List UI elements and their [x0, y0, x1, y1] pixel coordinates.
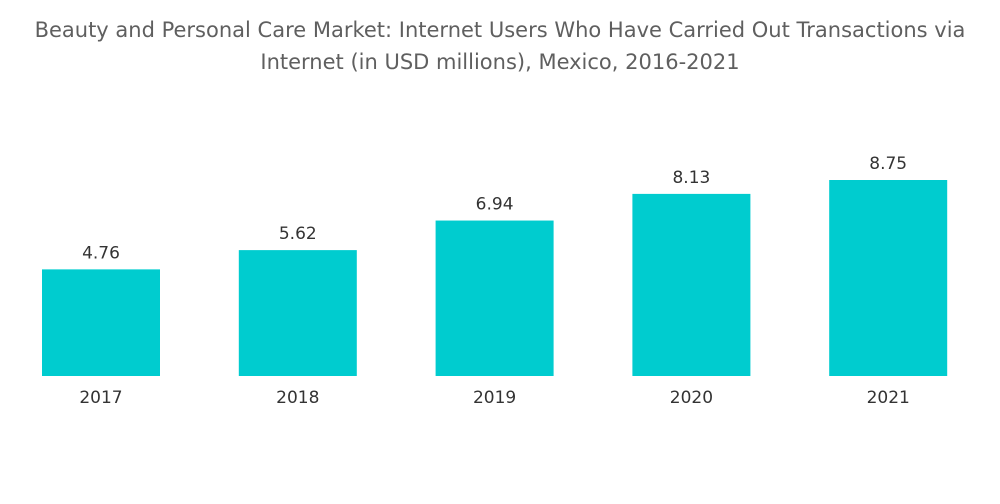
- x-tick-label-2018: 2018: [276, 388, 319, 408]
- value-label-2021: 8.75: [869, 154, 907, 174]
- value-label-2017: 4.76: [82, 243, 120, 263]
- x-tick-label-2021: 2021: [867, 388, 910, 408]
- x-tick-label-2019: 2019: [473, 388, 516, 408]
- value-label-2018: 5.62: [279, 224, 317, 244]
- bar-2020: [632, 193, 751, 376]
- x-tick-label-2020: 2020: [670, 388, 713, 408]
- bar-2017: [42, 269, 160, 376]
- chart-title-line-1: Beauty and Personal Care Market: Interne…: [34, 18, 966, 42]
- value-labels-group: 4.76 5.62 6.94 8.13 8.75: [82, 154, 907, 263]
- chart-title-line-2: Internet (in USD millions), Mexico, 2016…: [260, 50, 740, 74]
- bars-group: [42, 180, 948, 376]
- value-label-2020: 8.13: [672, 168, 710, 188]
- bar-2018: [238, 250, 357, 376]
- chart-title: Beauty and Personal Care Market: Interne…: [0, 14, 1000, 78]
- bar-2019: [435, 220, 554, 376]
- x-axis-tick-labels: 2017 2018 2019 2020 2021: [79, 388, 909, 408]
- bar-2021: [829, 180, 948, 376]
- x-tick-label-2017: 2017: [79, 388, 122, 408]
- value-label-2019: 6.94: [476, 195, 514, 215]
